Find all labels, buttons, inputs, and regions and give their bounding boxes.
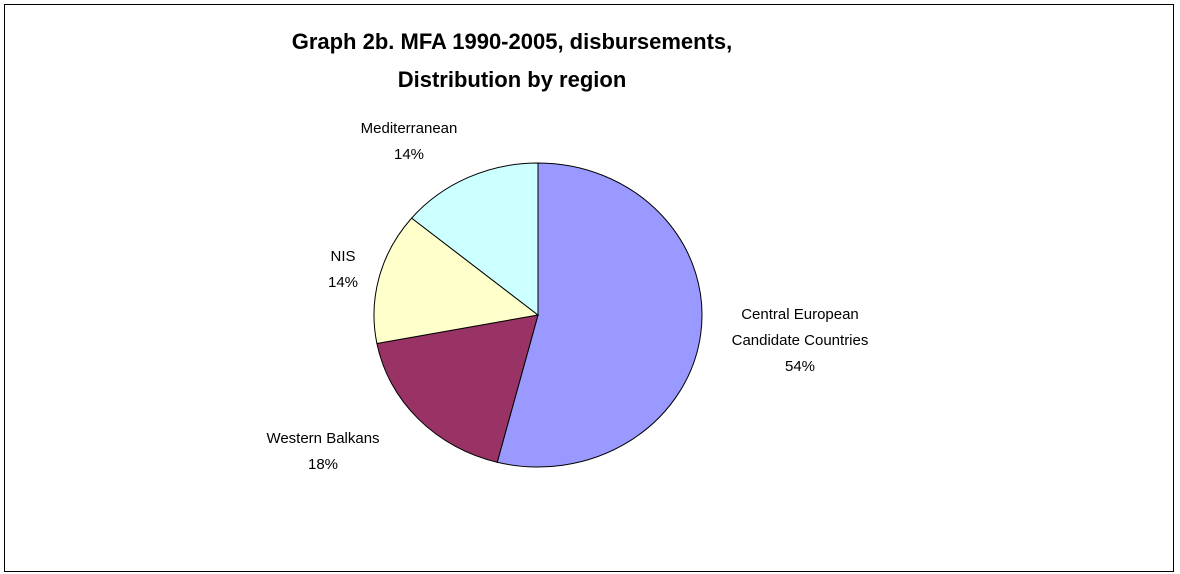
pie-slice — [410, 162, 539, 317]
pie-slice — [496, 162, 703, 468]
value-label: 14% — [393, 146, 425, 163]
category-label: Western Balkans — [266, 430, 380, 447]
slice-label: NIS 14% — [328, 244, 358, 296]
category-label: Mediterranean — [360, 120, 458, 137]
category-label: NIS — [330, 248, 356, 265]
slice-label: Mediterranean 14% — [361, 116, 458, 168]
value-label: 18% — [307, 456, 339, 473]
value-label: 14% — [327, 274, 359, 291]
value-label: 54% — [784, 358, 816, 375]
slice-label: Western Balkans 18% — [266, 426, 379, 478]
category-label: Central European Candidate Countries — [731, 306, 869, 349]
chart-frame — [4, 4, 1174, 572]
pie-slice — [376, 314, 539, 463]
pie-slice — [373, 217, 540, 345]
slice-label: Central European Candidate Countries 54% — [730, 302, 870, 380]
chart-title: Graph 2b. MFA 1990-2005, disbursements, … — [291, 29, 733, 92]
